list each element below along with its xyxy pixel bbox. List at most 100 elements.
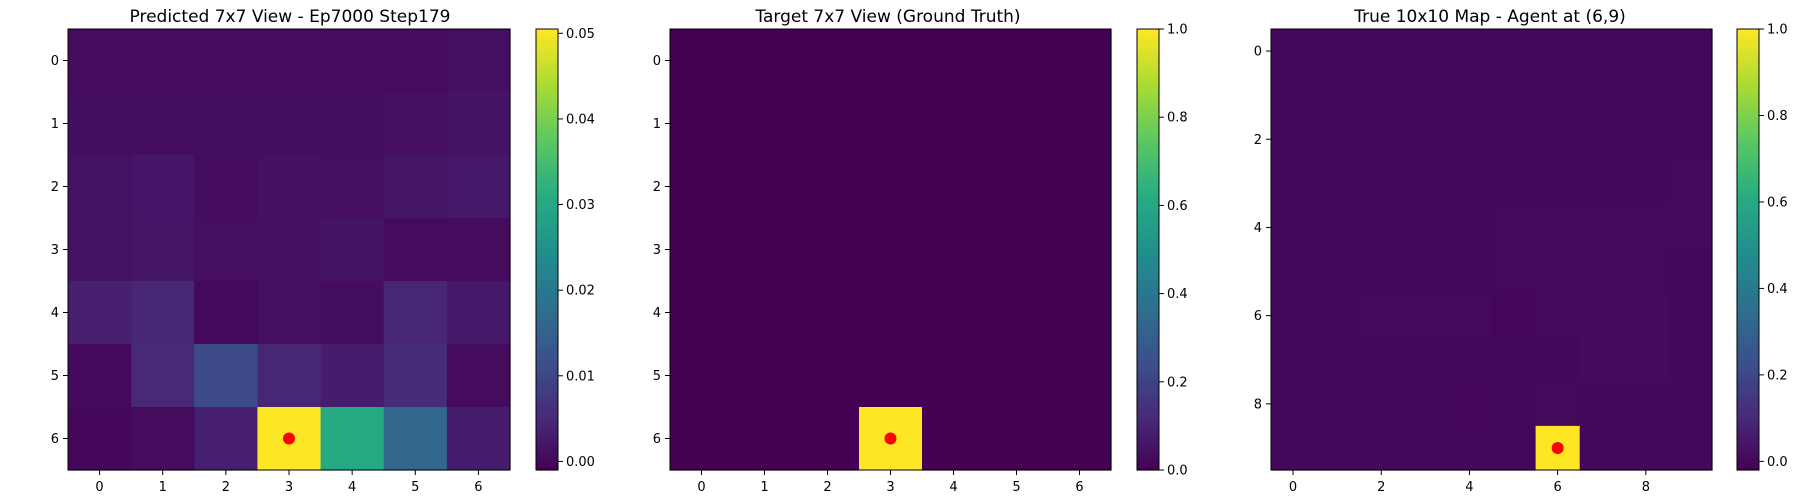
colorbar-segment xyxy=(1137,293,1159,298)
colorbar-segment xyxy=(1137,183,1159,188)
colorbar-segment xyxy=(1137,414,1159,420)
heatmap-cell-r2-c0 xyxy=(68,155,132,219)
colorbar-segment xyxy=(536,164,558,170)
heatmap-cell-r6-c1 xyxy=(1315,293,1360,339)
colorbar-segment xyxy=(1737,43,1759,48)
heatmap-cell-r9-c3 xyxy=(1403,425,1448,471)
heatmap-cell-r5-c2 xyxy=(1359,249,1404,295)
heatmap-cell-r2-c3 xyxy=(257,155,322,219)
colorbar-segment xyxy=(536,352,558,357)
x-tick-label: 5 xyxy=(1012,480,1020,495)
heatmap-cell-r0-c6 xyxy=(1535,29,1581,74)
heatmap-cell-r7-c0 xyxy=(1271,337,1316,383)
heatmap-cell-r1-c1 xyxy=(131,92,195,156)
colorbar-segment xyxy=(536,348,558,353)
heatmap-cell-r1-c6 xyxy=(1048,92,1112,156)
heatmap-cell-r5-c3 xyxy=(1403,249,1448,295)
colorbar-segment xyxy=(536,271,558,276)
heatmap-cell-r9-c4 xyxy=(1447,425,1493,471)
x-tick-label: 6 xyxy=(474,480,482,495)
colorbar-segment xyxy=(1137,29,1159,34)
x-tick-label: 5 xyxy=(411,480,419,495)
colorbar-segment xyxy=(536,58,558,63)
colorbar-segment xyxy=(536,447,558,453)
heatmap-cell-r2-c2 xyxy=(1359,117,1404,162)
colorbar-segment xyxy=(1137,146,1159,151)
colorbar-segment xyxy=(1737,216,1759,221)
colorbar-segment xyxy=(536,54,558,59)
colorbar-segment xyxy=(536,113,558,118)
colorbar-segment xyxy=(1137,87,1159,93)
colorbar-segment xyxy=(536,117,558,122)
heatmap-cell-r1-c5 xyxy=(985,92,1049,156)
colorbar-segment xyxy=(1137,164,1159,170)
heatmap-cell-r2-c7 xyxy=(1579,117,1625,162)
heatmap-cell-r6-c7 xyxy=(1579,293,1625,339)
heatmap-cell-r1-c0 xyxy=(670,92,734,156)
heatmap-cell-r1-c0 xyxy=(1271,73,1316,118)
colorbar-segment xyxy=(1737,352,1759,357)
colorbar-segment xyxy=(536,234,558,240)
colorbar-segment xyxy=(536,84,558,89)
heatmap-cell-r3-c9 xyxy=(1667,161,1713,206)
colorbar-segment xyxy=(1137,54,1159,59)
colorbar-segment xyxy=(1737,334,1759,339)
heatmap-cell-r2-c1 xyxy=(131,155,195,219)
colorbar-segment xyxy=(1137,249,1159,254)
heatmap-cell-r3-c5 xyxy=(1491,161,1537,206)
colorbar-segment xyxy=(1137,102,1159,107)
colorbar-segment xyxy=(1737,161,1759,166)
colorbar-segment xyxy=(1137,47,1159,52)
colorbar-segment xyxy=(536,304,558,309)
colorbar-segment xyxy=(1737,345,1759,350)
colorbar-segment xyxy=(536,209,558,214)
colorbar-segment xyxy=(1737,51,1759,56)
heatmap-cell-r5-c1 xyxy=(131,344,195,408)
colorbar-segment xyxy=(1137,334,1159,339)
colorbar-segment xyxy=(1137,51,1159,56)
colorbar-segment xyxy=(1137,253,1159,258)
colorbar-segment xyxy=(1137,311,1159,317)
colorbar-segment xyxy=(536,183,558,188)
colorbar-segment xyxy=(536,47,558,52)
heatmap-cell-r3-c2 xyxy=(194,218,259,282)
colorbar-segment xyxy=(1137,433,1159,438)
colorbar-segment xyxy=(1137,234,1159,240)
colorbar-segment xyxy=(1737,378,1759,383)
colorbar-segment xyxy=(536,275,558,280)
colorbar-segment xyxy=(536,135,558,140)
x-tick-label: 0 xyxy=(697,480,705,495)
colorbar-segment xyxy=(1737,356,1759,361)
colorbar-segment xyxy=(1137,286,1159,291)
heatmap-cell-r5-c2 xyxy=(194,344,259,408)
heatmap-cell-r6-c6 xyxy=(446,407,511,471)
heatmap-cell-r6-c4 xyxy=(320,407,385,471)
colorbar-segment xyxy=(1137,359,1159,365)
heatmap-cell-r6-c0 xyxy=(1271,293,1316,339)
heatmap-cell-r5-c0 xyxy=(68,344,132,408)
heatmap-cell-r6-c4 xyxy=(1447,293,1493,339)
colorbar-segment xyxy=(1137,128,1159,133)
colorbar-segment xyxy=(1737,220,1759,225)
colorbar-segment xyxy=(1137,157,1159,162)
heatmap-cell-r4-c6 xyxy=(446,281,511,345)
x-tick-label: 2 xyxy=(222,480,230,495)
heatmap-cells xyxy=(68,29,511,471)
heatmap-cell-r5-c4 xyxy=(1447,249,1493,295)
colorbar: 0.00 0.01 0.02 0.03 0.04 0.05 xyxy=(535,27,595,471)
colorbar-segment xyxy=(536,153,558,159)
colorbar-segment xyxy=(536,29,558,34)
colorbar-segment xyxy=(1137,403,1159,409)
colorbar-segment xyxy=(536,32,558,37)
colorbar-segment xyxy=(536,392,558,398)
colorbar-segment xyxy=(1137,227,1159,232)
plot-frame xyxy=(1270,28,1713,471)
chart-title: Predicted 7x7 View - Ep7000 Step179 xyxy=(130,7,451,27)
colorbar-segment xyxy=(1137,267,1159,273)
colorbar-segment xyxy=(536,389,558,394)
colorbar-segment xyxy=(536,40,558,45)
colorbar-segment xyxy=(1137,212,1159,218)
x-tick-label: 4 xyxy=(1465,480,1473,495)
heatmap-cell-r4-c9 xyxy=(1667,205,1713,251)
heatmap-cell-r4-c6 xyxy=(1535,205,1581,251)
